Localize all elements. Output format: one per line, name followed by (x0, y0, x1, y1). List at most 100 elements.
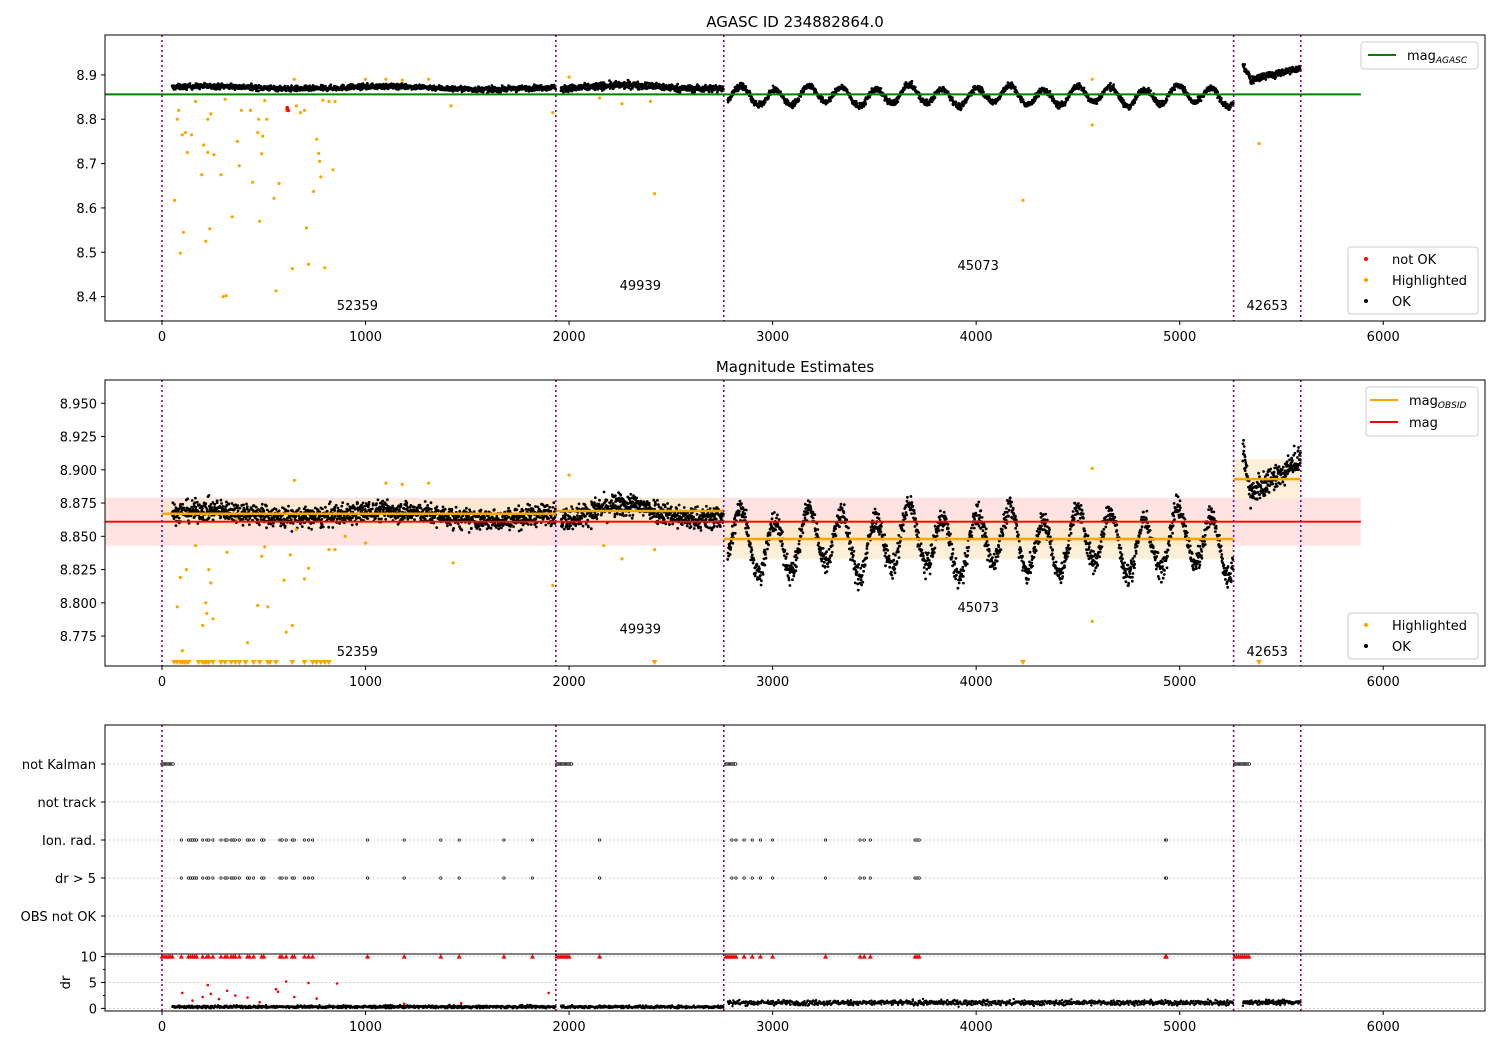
middle-ok-point (334, 503, 338, 507)
top-ok-point (744, 86, 748, 89)
top-ok-point (879, 87, 883, 90)
top-ok-point (249, 82, 253, 86)
middle-ok-point (205, 507, 209, 511)
top-highlighted-point (256, 131, 260, 135)
top-highlighted-point (265, 117, 269, 121)
top-highlighted-point (178, 251, 182, 255)
top-highlighted-point (1257, 142, 1261, 146)
middle-ok-point (399, 504, 403, 508)
top-highlighted-point (327, 99, 331, 104)
top-legend-lower-marker (1364, 299, 1368, 303)
top-ytick-label: 8.4 (76, 291, 97, 306)
top-ok-point (982, 90, 985, 94)
top-ok-point (284, 89, 288, 93)
middle-ok-point (289, 518, 293, 521)
middle-ok-point (336, 506, 340, 510)
middle-ok-point (294, 515, 297, 519)
top-highlighted-point (315, 137, 319, 141)
top-ok-point (386, 87, 390, 91)
top-ok-point (340, 88, 344, 92)
top-ok-point (1133, 101, 1137, 104)
top-ok-point (710, 90, 714, 94)
top-ok-point (1109, 81, 1112, 85)
top-highlighted-point (206, 117, 210, 121)
middle-ok-point (363, 504, 366, 508)
top-highlighted-point (317, 151, 321, 155)
top-highlighted-point (175, 117, 179, 121)
top-ok-point (928, 103, 931, 107)
top-highlighted-point (653, 192, 657, 196)
middle-ok-point (213, 502, 217, 506)
top-ok-point (289, 89, 293, 93)
middle-ok-point (181, 502, 185, 506)
middle-ok-point (384, 517, 388, 521)
top-highlighted-point (598, 96, 602, 100)
top-ok-point (365, 87, 368, 91)
middle-ok-point (327, 525, 331, 529)
middle-ok-point (177, 516, 181, 520)
middle-ok-point (260, 502, 264, 506)
middle-ok-point (186, 497, 190, 501)
middle-ok-point (386, 498, 389, 502)
top-ytick-label: 8.5 (76, 246, 97, 261)
middle-ok-point (321, 525, 325, 529)
middle-ok-point (318, 514, 322, 518)
middle-ok-point (236, 509, 240, 513)
top-ok-point (981, 88, 984, 91)
middle-ok-point (254, 505, 258, 509)
top-ok-point (562, 90, 565, 94)
top-legend-lower-label: not OK (1392, 253, 1437, 268)
middle-ok-point (390, 509, 393, 513)
top-legend-upper-label-subscript: AGASC (1435, 56, 1468, 66)
top-highlighted-point (290, 267, 294, 271)
top-ok-point (1149, 89, 1152, 93)
top-highlighted-point (223, 97, 227, 101)
top-obsid-label: 49939 (620, 279, 661, 294)
top-ok-point (636, 80, 640, 84)
middle-ok-point (194, 505, 198, 509)
middle-ok-point (398, 509, 401, 513)
top-ok-point (1095, 102, 1099, 105)
middle-ok-point (277, 509, 281, 513)
middle-ok-point (241, 517, 245, 521)
top-highlighted-point (551, 111, 555, 115)
top-highlighted-point (1021, 198, 1025, 202)
top-ok-point (868, 95, 872, 99)
top-highlighted-point (224, 294, 228, 298)
top-ytick-label: 8.7 (76, 158, 97, 173)
top-highlighted-point (318, 159, 322, 163)
middle-ok-point (201, 506, 204, 510)
middle-ok-point (413, 518, 416, 522)
top-ok-point (1082, 86, 1086, 90)
top-xtick-label: 5000 (1163, 330, 1196, 345)
top-ok-point (1199, 99, 1203, 103)
top-highlighted-point (235, 139, 239, 143)
top-ok-point (290, 84, 293, 88)
top-legend-lower-marker (1364, 278, 1368, 282)
middle-ok-point (413, 505, 416, 509)
middle-ok-point (366, 505, 370, 509)
middle-ok-point (346, 502, 350, 506)
middle-ok-point (426, 504, 430, 507)
top-highlighted-point (306, 262, 311, 266)
middle-ok-point (271, 524, 275, 528)
top-ok-point (574, 88, 578, 92)
middle-ok-point (248, 523, 251, 526)
top-highlighted-point (177, 108, 181, 112)
top-ok-point (366, 82, 369, 85)
top-ok-point (729, 98, 732, 101)
top-xtick-label: 6000 (1367, 330, 1400, 345)
top-ok-point (676, 82, 679, 86)
middle-ok-point (310, 527, 313, 531)
top-ok-point (951, 96, 954, 99)
top-ok-point (797, 99, 801, 102)
top-ytick-label: 8.6 (76, 202, 97, 217)
middle-ok-point (361, 508, 365, 511)
top-highlighted-point (648, 99, 653, 104)
middle-ok-point (374, 516, 377, 520)
top-ok-point (1122, 98, 1125, 102)
middle-ok-point (377, 517, 381, 521)
top-ok-point (637, 87, 641, 91)
top-ok-point (342, 84, 345, 87)
